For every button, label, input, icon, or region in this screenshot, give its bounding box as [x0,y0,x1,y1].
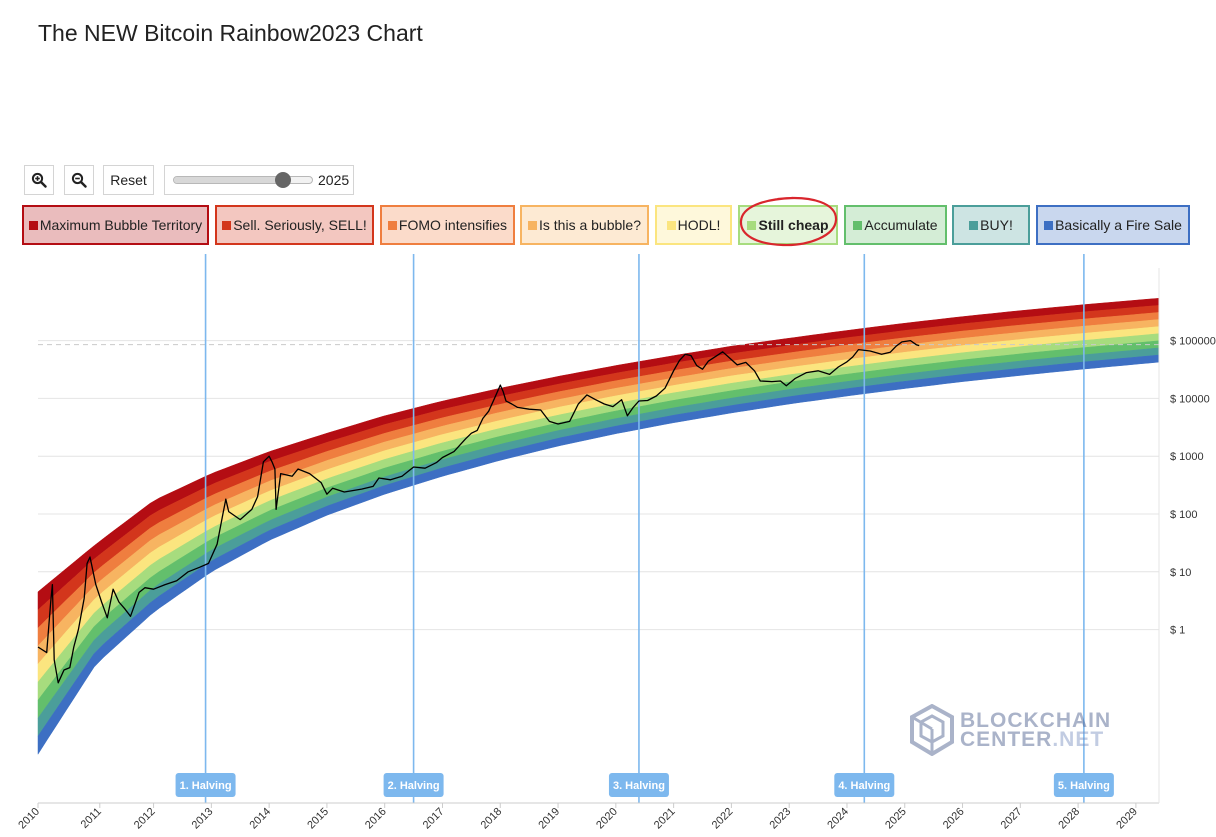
legend-item-2[interactable]: Sell. Seriously, SELL! [215,205,374,245]
x-tick-label: 2023 [768,806,794,832]
y-tick-label: $ 10 [1170,567,1191,579]
legend-swatch [666,220,676,230]
zoom-in-icon [31,172,47,188]
legend-swatch [528,220,538,230]
x-tick-label: 2019 [536,806,562,832]
x-tick-label: 2013 [190,806,216,832]
watermark-line-2b: .NET [1052,728,1105,751]
legend-swatch [747,220,757,230]
halving-label-box-1 [175,773,236,797]
legend-item-3[interactable]: FOMO intensifies [380,205,515,245]
legend-label: Basically a Fire Sale [1055,217,1182,233]
halving-label-1: 1. Halving [180,780,232,792]
legend-label: Accumulate [864,217,938,233]
legend-item-5[interactable]: HODL! [655,205,732,245]
x-tick-label: 2017 [421,806,447,832]
year-slider-fill [174,177,283,183]
legend-label: Is this a bubble? [539,217,641,233]
zoom-out-icon [71,172,87,188]
watermark-line-2a: CENTER [960,728,1053,751]
x-tick-label: 2010 [16,806,42,832]
y-tick-label: $ 1 [1170,625,1185,637]
cube-logo-icon [910,704,954,756]
x-tick-label: 2022 [710,806,736,832]
halving-label-box-2 [383,773,444,797]
page-title: The NEW Bitcoin Rainbow2023 Chart [38,20,423,46]
halving-label-4: 4. Halving [838,780,890,792]
halving-label-box-4 [834,773,895,797]
x-tick-label: 2020 [594,806,620,832]
y-tick-label: $ 100 [1170,509,1198,521]
legend-item-8[interactable]: BUY! [952,205,1030,245]
legend-item-9[interactable]: Basically a Fire Sale [1036,205,1190,245]
x-tick-label: 2018 [479,806,505,832]
legend-item-1[interactable]: Maximum Bubble Territory [22,205,209,245]
halving-label-2: 2. Halving [388,780,440,792]
x-tick-label: 2011 [79,806,104,831]
zoom-out-button[interactable] [64,165,94,195]
watermark-line-1: BLOCKCHAIN [960,709,1112,732]
halving-label-3: 3. Halving [613,780,665,792]
year-slider-box: 2025 [164,165,354,195]
legend-item-7[interactable]: Accumulate [844,205,947,245]
rainbow-chart: $ 1 $ 10 $ 100 $ 1000 $ 10000 $ 100000 1. Halv… [16,254,1216,832]
legend-label: Sell. Seriously, SELL! [233,217,367,233]
legend-label: HODL! [677,217,721,233]
legend-swatch [1044,220,1054,230]
x-tick-label: 2029 [1114,806,1140,832]
x-tick-label: 2014 [247,806,273,832]
legend-label: Still cheap [758,217,829,233]
legend-label: Maximum Bubble Territory [39,217,203,233]
y-tick-label: $ 10000 [1170,393,1210,405]
halving-label-box-5 [1053,773,1114,797]
x-tick-label: 2016 [363,806,389,832]
legend-swatch [969,220,979,230]
legend-label: BUY! [980,217,1013,233]
legend-item-6[interactable]: Still cheap [738,205,838,245]
x-tick-label: 2026 [941,806,967,832]
x-tick-label: 2024 [825,806,851,832]
price-line [37,339,920,684]
legend-swatch [853,220,863,230]
x-tick-label: 2021 [652,806,678,832]
halving-label-5: 5. Halving [1058,780,1110,792]
legend-item-4[interactable]: Is this a bubble? [520,205,649,245]
year-slider[interactable] [173,172,313,188]
legend-swatch [28,220,38,230]
watermark-line-2: CENTER.NET [960,729,1104,750]
blockchaincenter-watermark: BLOCKCHAIN CENTER.NET [908,704,1110,756]
legend-swatch [222,220,232,230]
legend-swatch [387,220,397,230]
x-tick-label: 2028 [1056,806,1082,832]
x-tick-label: 2012 [132,806,158,832]
band-legend: Maximum Bubble Territory Sell. Seriously,… [22,205,1192,245]
halving-label-box-3 [608,773,669,797]
x-tick-label: 2015 [305,806,331,832]
year-slider-value: 2025 [318,172,350,188]
x-tick-label: 2025 [883,806,909,832]
y-tick-label: $ 100000 [1170,336,1216,348]
year-slider-handle[interactable] [274,172,291,188]
reset-button[interactable]: Reset [103,165,154,195]
zoom-in-button[interactable] [24,165,54,195]
y-tick-label: $ 1000 [1170,451,1204,463]
legend-label: FOMO intensifies [398,217,508,233]
x-tick-label: 2027 [999,806,1025,832]
